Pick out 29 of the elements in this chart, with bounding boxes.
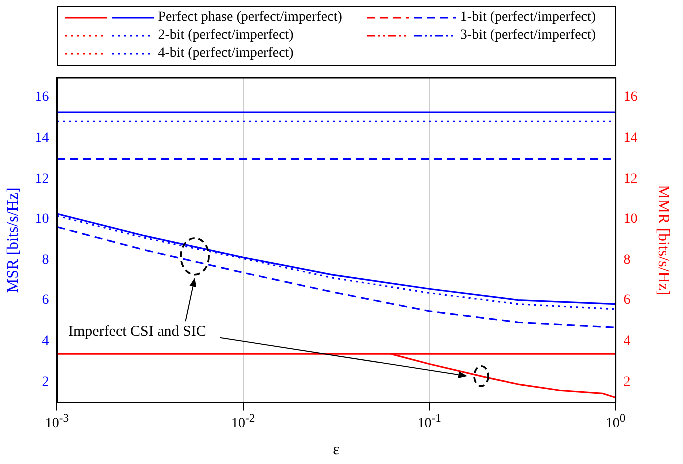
y2-tick-label: 16 — [624, 90, 638, 106]
y2-tick-label: 10 — [624, 212, 638, 228]
legend-label: 3-bit (perfect/imperfect) — [460, 28, 596, 43]
y2-axis-title: MMR [bits/s/Hz] — [655, 185, 672, 296]
y-tick-label: 14 — [35, 130, 50, 147]
legend-label: 4-bit (perfect/imperfect) — [158, 46, 294, 61]
x-tick-label: 10$^{0}$ — [606, 410, 626, 432]
y-tick-label: 8 — [42, 252, 50, 269]
y2-tick-label: 12 — [624, 172, 638, 188]
y-tick-label: 16 — [35, 90, 50, 106]
y2-tick-label: 6 — [624, 293, 631, 310]
legend-label: 1-bit (perfect/imperfect) — [460, 10, 596, 25]
x-tick-label: 10$^{-3}$ — [45, 410, 70, 432]
legend-label: Perfect phase (perfect/imperfect) — [158, 10, 342, 25]
y2-tick-label: 2 — [624, 374, 631, 390]
y2-tick-label: 4 — [624, 334, 631, 350]
y-tick-label: 10 — [35, 212, 50, 228]
y-tick-label: 4 — [42, 334, 50, 350]
y-tick-label: 2 — [42, 374, 50, 390]
y-tick-label: 12 — [35, 172, 50, 188]
x-axis-title: ε — [333, 442, 340, 459]
y-tick-label: 6 — [42, 293, 50, 310]
x-tick-label: 10$^{-2}$ — [232, 410, 256, 432]
y-axis-title: MSR [bits/s/Hz] — [4, 188, 22, 294]
legend-label: 2-bit (perfect/imperfect) — [158, 28, 294, 43]
x-tick-label: 10$^{-1}$ — [418, 410, 442, 432]
y2-tick-label: 14 — [624, 130, 638, 147]
annotation: Imperfect CSI and SIC — [68, 324, 206, 341]
y2-tick-label: 8 — [624, 252, 631, 269]
